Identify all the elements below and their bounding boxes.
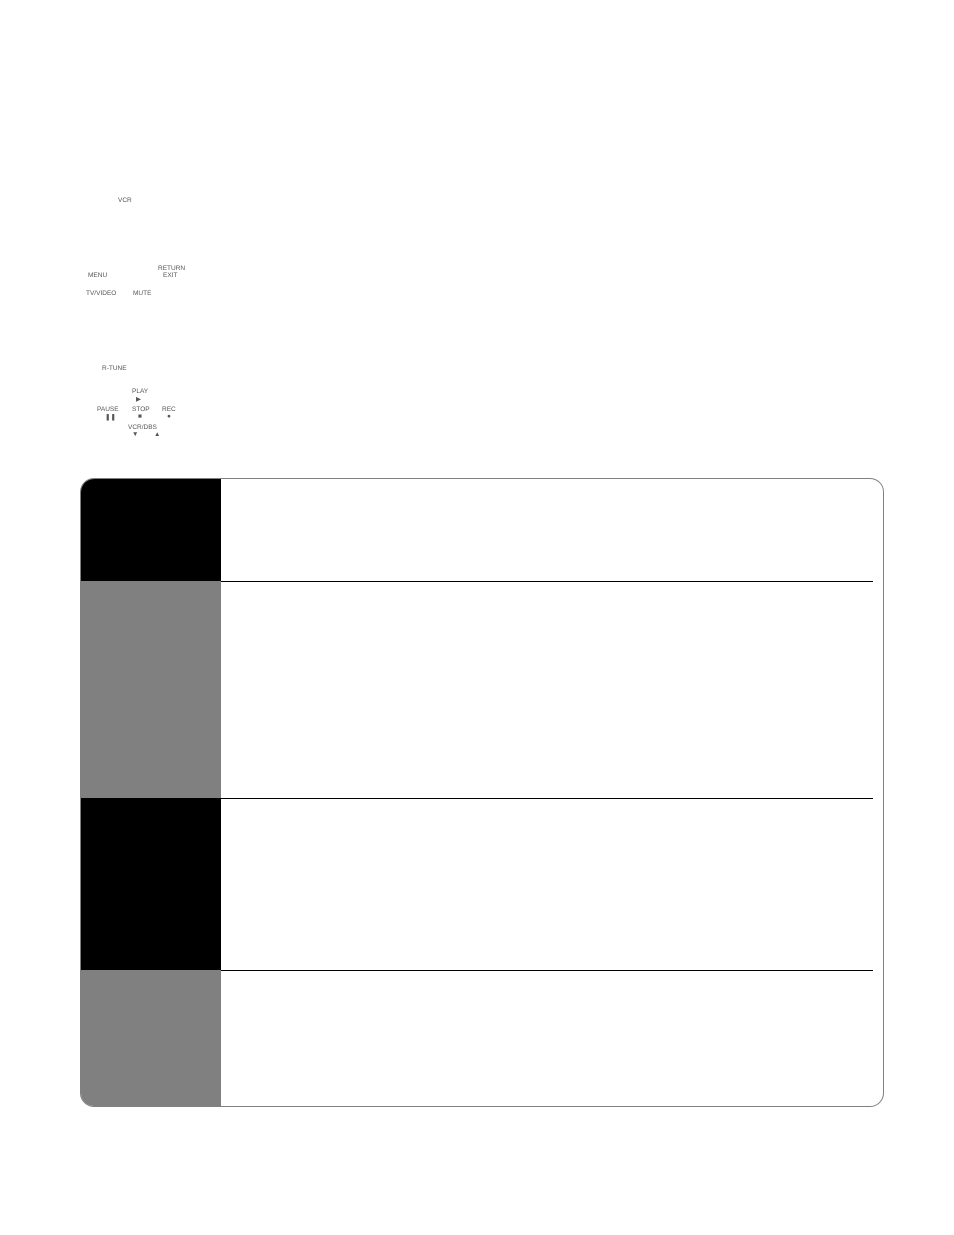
remote-vcr-label: VCR xyxy=(118,197,132,204)
pause-icon: ❚❚ xyxy=(105,413,116,421)
panel-label-column xyxy=(81,479,221,1106)
button-description-panel xyxy=(80,478,884,1107)
panel-row-label-2 xyxy=(81,581,221,798)
panel-divider xyxy=(221,798,873,799)
remote-vcrdbs-label: VCR/DBS xyxy=(128,424,157,431)
panel-divider xyxy=(221,970,873,971)
remote-return-label: RETURN xyxy=(158,265,185,272)
panel-row-label-4 xyxy=(81,970,221,1106)
remote-menu-label: MENU xyxy=(88,272,107,279)
remote-rtune-label: R-TUNE xyxy=(102,365,127,372)
panel-row-label-1 xyxy=(81,479,221,581)
remote-exit-label: EXIT xyxy=(163,272,177,279)
panel-row-label-3 xyxy=(81,798,221,970)
chevron-down-icon: ▼ xyxy=(132,431,138,438)
play-icon: ▶ xyxy=(136,395,141,403)
remote-mute-label: MUTE xyxy=(133,290,151,297)
panel-divider xyxy=(221,581,873,582)
panel-description-column xyxy=(221,479,873,1106)
remote-play-label: PLAY xyxy=(132,388,148,395)
stop-icon: ■ xyxy=(138,413,142,420)
remote-rec-label: REC xyxy=(162,406,176,413)
rec-icon: ● xyxy=(167,413,171,420)
remote-tvvideo-label: TV/VIDEO xyxy=(86,290,116,297)
remote-pause-label: PAUSE xyxy=(97,406,119,413)
remote-diagram: VCR MENU RETURN EXIT TV/VIDEO MUTE R-TUN… xyxy=(78,175,188,455)
remote-stop-label: STOP xyxy=(132,406,150,413)
chevron-up-icon: ▲ xyxy=(154,431,160,438)
